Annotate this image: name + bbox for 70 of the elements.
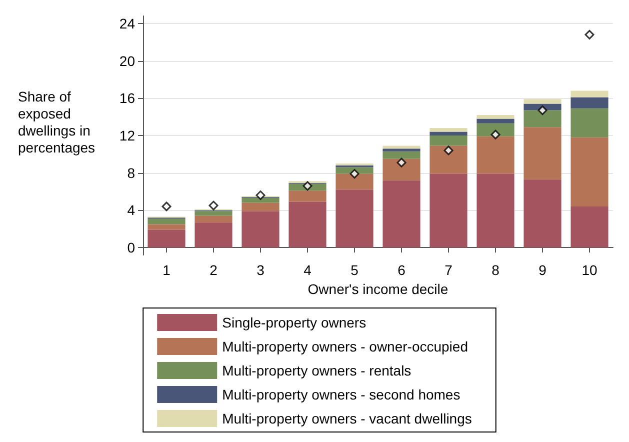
y-tick-label: 24 — [119, 15, 136, 32]
bar — [288, 202, 326, 248]
bar — [430, 174, 468, 248]
bar — [382, 180, 420, 248]
x-tick-label: 10 — [582, 262, 598, 278]
y-tick-label: 16 — [119, 90, 136, 106]
x-tick-label: 7 — [444, 262, 453, 278]
bar — [476, 118, 514, 124]
x-tick-label: 2 — [210, 262, 218, 278]
x-tick-label: 1 — [162, 262, 171, 278]
point — [444, 146, 454, 156]
bar — [382, 158, 420, 180]
bar — [476, 114, 514, 119]
bar — [570, 90, 608, 98]
bar — [524, 110, 562, 128]
x-axis-title: Owner's income decile — [308, 280, 448, 297]
bar — [524, 99, 562, 104]
x-tick-label: 5 — [350, 262, 359, 278]
bar — [242, 202, 280, 212]
bar — [570, 97, 608, 108]
legend-label: Multi-property owners - second homes — [222, 386, 460, 402]
point — [208, 200, 218, 210]
point — [162, 202, 172, 212]
bar — [476, 136, 514, 174]
bar — [524, 127, 562, 180]
legend-label: Multi-property owners - owner-occupied — [222, 338, 468, 354]
bar — [288, 190, 326, 202]
point — [302, 181, 312, 191]
bar — [476, 123, 514, 136]
bar — [524, 179, 562, 248]
bar — [148, 230, 186, 248]
bar — [148, 224, 186, 230]
point — [538, 106, 548, 116]
y-tick-label: 20 — [119, 52, 136, 69]
bar — [476, 174, 514, 248]
bar — [242, 211, 280, 248]
bar — [382, 151, 420, 159]
x-tick-label: 9 — [538, 262, 547, 278]
y-tick-label: 8 — [127, 164, 136, 181]
bar — [336, 190, 374, 248]
bar — [570, 206, 608, 248]
bar — [430, 132, 468, 136]
bar — [430, 128, 468, 132]
y-axis-title: Share of exposed dwellings in percentages — [18, 88, 96, 156]
x-tick-label: 8 — [492, 262, 500, 278]
bar — [570, 108, 608, 138]
point — [396, 158, 406, 168]
point — [584, 30, 594, 40]
x-tick-label: 6 — [398, 262, 406, 278]
bar — [430, 136, 468, 146]
y-tick-label: 0 — [127, 240, 136, 256]
point — [350, 169, 360, 179]
legend-label: Multi-property owners - rentals — [222, 362, 412, 378]
y-tick-label: 12 — [119, 128, 136, 144]
legend-label: Single-property owners — [222, 314, 366, 330]
y-tick-label: 4 — [127, 202, 136, 218]
bar — [430, 146, 468, 174]
point — [256, 190, 266, 200]
bar — [570, 137, 608, 206]
bar — [336, 174, 374, 190]
x-tick-label: 3 — [256, 262, 265, 278]
bar — [148, 218, 186, 224]
bar — [194, 211, 232, 216]
bar — [242, 198, 280, 203]
bar — [382, 146, 420, 149]
bar — [194, 216, 232, 222]
bar — [194, 222, 232, 248]
x-tick-label: 4 — [304, 262, 312, 278]
legend-label: Multi-property owners - vacant dwellings — [222, 410, 472, 426]
bar — [382, 148, 420, 152]
